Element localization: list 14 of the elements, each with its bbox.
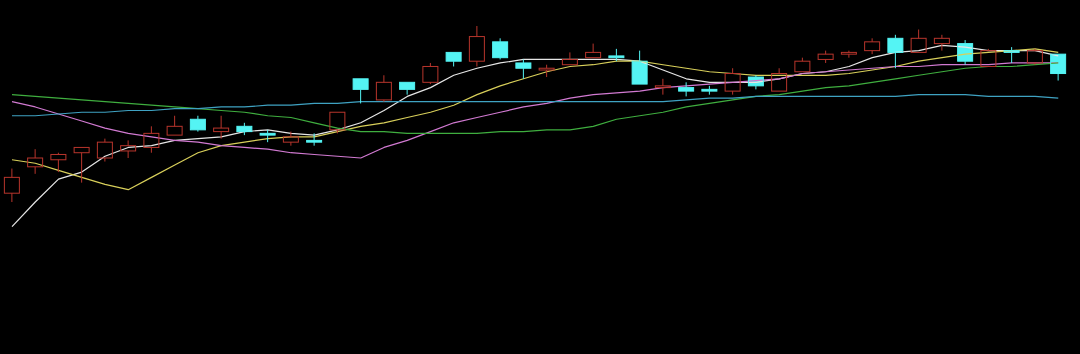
candlestick [1026,48,1043,66]
candlestick [120,139,137,159]
candlestick [375,74,392,103]
candlestick [3,168,20,203]
candlestick [468,25,485,67]
candlestick [864,37,881,55]
candlestick [840,50,857,59]
candlestick [282,131,299,147]
candlestick [96,138,113,163]
candlestick [933,34,950,52]
candlestick [654,78,671,96]
candlestick [27,148,44,175]
candlestick [143,125,160,154]
candlestick [213,115,230,140]
